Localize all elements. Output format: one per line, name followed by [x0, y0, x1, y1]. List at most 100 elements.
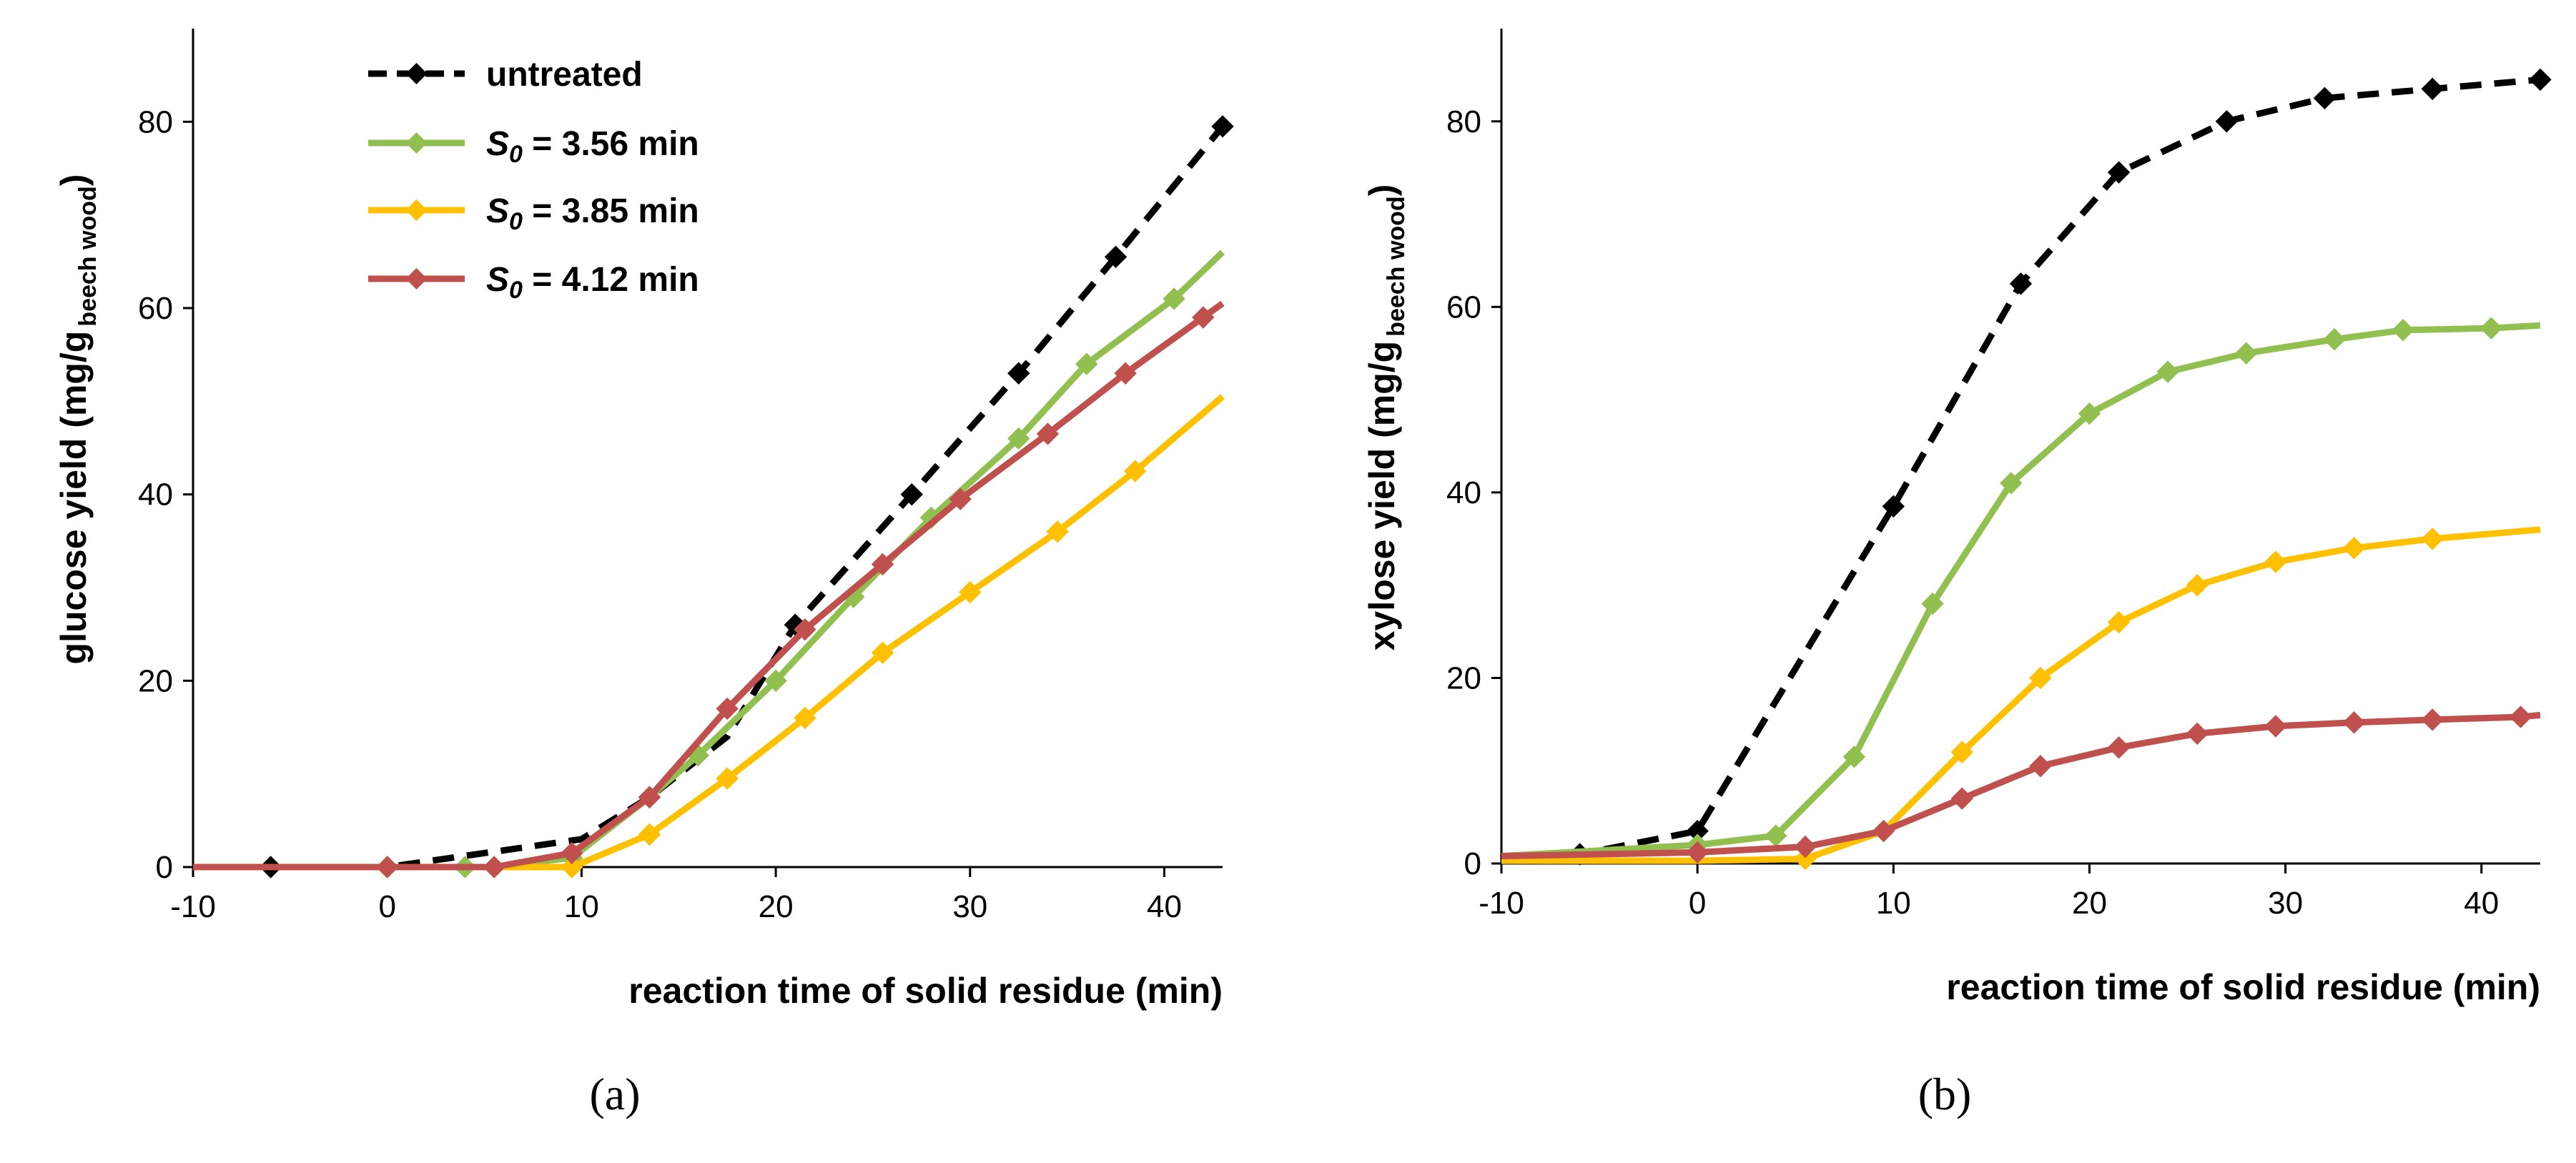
data-point-s356 [1921, 592, 1944, 615]
data-point-s385 [1046, 520, 1069, 543]
data-point-untreated [1007, 362, 1030, 385]
y-axis-title-sub: beech wood [1383, 196, 1410, 336]
y-axis-title-close: ) [1362, 184, 1402, 197]
y-tick-label: 80 [138, 104, 173, 139]
x-tick-label: -10 [1479, 886, 1524, 921]
data-point-s412 [1114, 362, 1137, 385]
x-axis-title: reaction time of solid residue (min) [628, 971, 1223, 1011]
data-point-s356 [2156, 360, 2179, 383]
legend-label-s412: S0 = 4.12 min [486, 261, 699, 304]
x-tick-label: 30 [952, 889, 987, 924]
data-point-s412 [483, 856, 505, 879]
legend-label-subscript: 0 [509, 208, 523, 235]
data-point-s412 [2509, 706, 2532, 728]
legend-label-subscript: 0 [509, 141, 523, 168]
series-line-s385 [193, 394, 1225, 871]
legend-label-text: = 3.56 min [523, 125, 699, 163]
y-tick-label: 60 [138, 291, 173, 326]
data-point-s412 [794, 618, 816, 641]
data-point-untreated [2215, 110, 2239, 133]
y-axis-title-main: glucose yield (mg/g [54, 331, 94, 665]
data-point-s356 [2078, 402, 2101, 425]
data-point-s385 [1794, 847, 1817, 871]
series-line-untreated [1501, 76, 2541, 860]
chart-panel-a: 0 20 40 60 80 -10 0 10 20 30 40 reaction time of so… [54, 29, 1234, 1119]
data-point-s412 [949, 488, 972, 510]
panel-label: (a) [589, 1069, 640, 1119]
data-point-s412 [1686, 841, 1709, 864]
data-point-s356 [2235, 342, 2258, 365]
data-point-untreated [1104, 245, 1127, 269]
x-tick-label: 30 [2268, 886, 2303, 921]
data-point-s412 [871, 553, 894, 576]
data-point-s412 [2107, 736, 2131, 759]
data-point-s385 [2264, 550, 2287, 573]
data-point-s412 [1036, 422, 1060, 445]
legend-label-symbol: S [486, 192, 509, 230]
panel-label: (b) [1918, 1069, 1972, 1119]
data-point-s412 [1192, 306, 1215, 329]
x-tick-label: 10 [1876, 886, 1911, 921]
data-point-s385 [2186, 573, 2209, 597]
data-point-s385 [638, 823, 661, 846]
data-point-s356 [2479, 317, 2503, 340]
x-tick-label: 20 [759, 889, 794, 924]
data-point-untreated [2107, 161, 2131, 184]
y-tick-label: 20 [138, 663, 173, 698]
data-point-untreated [2421, 77, 2444, 101]
data-point-s385 [1950, 741, 1973, 763]
data-point-untreated [1882, 495, 1905, 518]
legend-label-untreated: untreated [486, 56, 643, 94]
data-point-s412 [638, 786, 661, 808]
data-point-s412 [2264, 715, 2287, 738]
data-point-s412 [2186, 722, 2209, 746]
y-tick-label: 80 [1446, 104, 1481, 139]
series-line-s356 [193, 249, 1225, 871]
legend-marker-s412 [405, 268, 428, 289]
data-point-untreated [2313, 86, 2336, 110]
y-axis-title: glucose yield (mg/g beech wood) [54, 174, 102, 665]
y-axis-title: xylose yield (mg/g beech wood) [1362, 184, 1410, 651]
chart-panel-b: 0 20 40 60 80 -10 0 10 20 30 40 reaction time of so… [1362, 29, 2552, 1119]
data-point-s385 [2029, 666, 2052, 690]
y-axis-title-sub: beech wood [74, 186, 102, 326]
data-point-s356 [1007, 427, 1030, 450]
data-point-s412 [1794, 835, 1817, 858]
x-tick-label: 40 [2464, 886, 2499, 921]
data-point-s356 [1163, 287, 1185, 310]
data-point-s356 [1075, 352, 1098, 375]
data-point-untreated [2529, 68, 2552, 91]
data-point-s412 [2029, 755, 2052, 778]
data-point-s356 [2323, 328, 2346, 351]
y-tick-label: 0 [156, 850, 173, 885]
series-line-s385 [1501, 526, 2541, 864]
data-point-s385 [959, 580, 982, 604]
data-point-s412 [1950, 787, 1973, 810]
data-point-s385 [2421, 528, 2444, 550]
data-point-s412 [1872, 819, 1895, 843]
data-point-s385 [871, 641, 894, 664]
x-axis-title: reaction time of solid residue (min) [1946, 967, 2540, 1007]
legend-label-s356: S0 = 3.56 min [486, 125, 699, 168]
x-tick-label: 10 [564, 889, 599, 924]
data-point-s412 [2421, 708, 2444, 731]
legend-label-text: = 3.85 min [523, 192, 699, 230]
data-point-untreated [900, 482, 923, 506]
data-point-s356 [764, 669, 787, 693]
data-point-s412 [375, 856, 399, 879]
y-tick-label: 40 [138, 477, 173, 513]
legend-label-text: untreated [486, 56, 643, 94]
legend-label-symbol: S [486, 261, 509, 299]
x-tick-label: 0 [378, 889, 395, 924]
legend-label-subscript: 0 [509, 277, 523, 304]
data-point-s385 [794, 706, 816, 730]
y-tick-label: 0 [1464, 846, 1481, 881]
x-tick-label: 20 [2072, 886, 2107, 921]
legend-marker-s356 [405, 132, 428, 154]
y-tick-label: 20 [1446, 660, 1481, 696]
data-point-s385 [2107, 610, 2131, 634]
legend-marker-s385 [405, 199, 428, 221]
series-line-s412 [1501, 711, 2541, 860]
data-point-s412 [2342, 711, 2366, 734]
